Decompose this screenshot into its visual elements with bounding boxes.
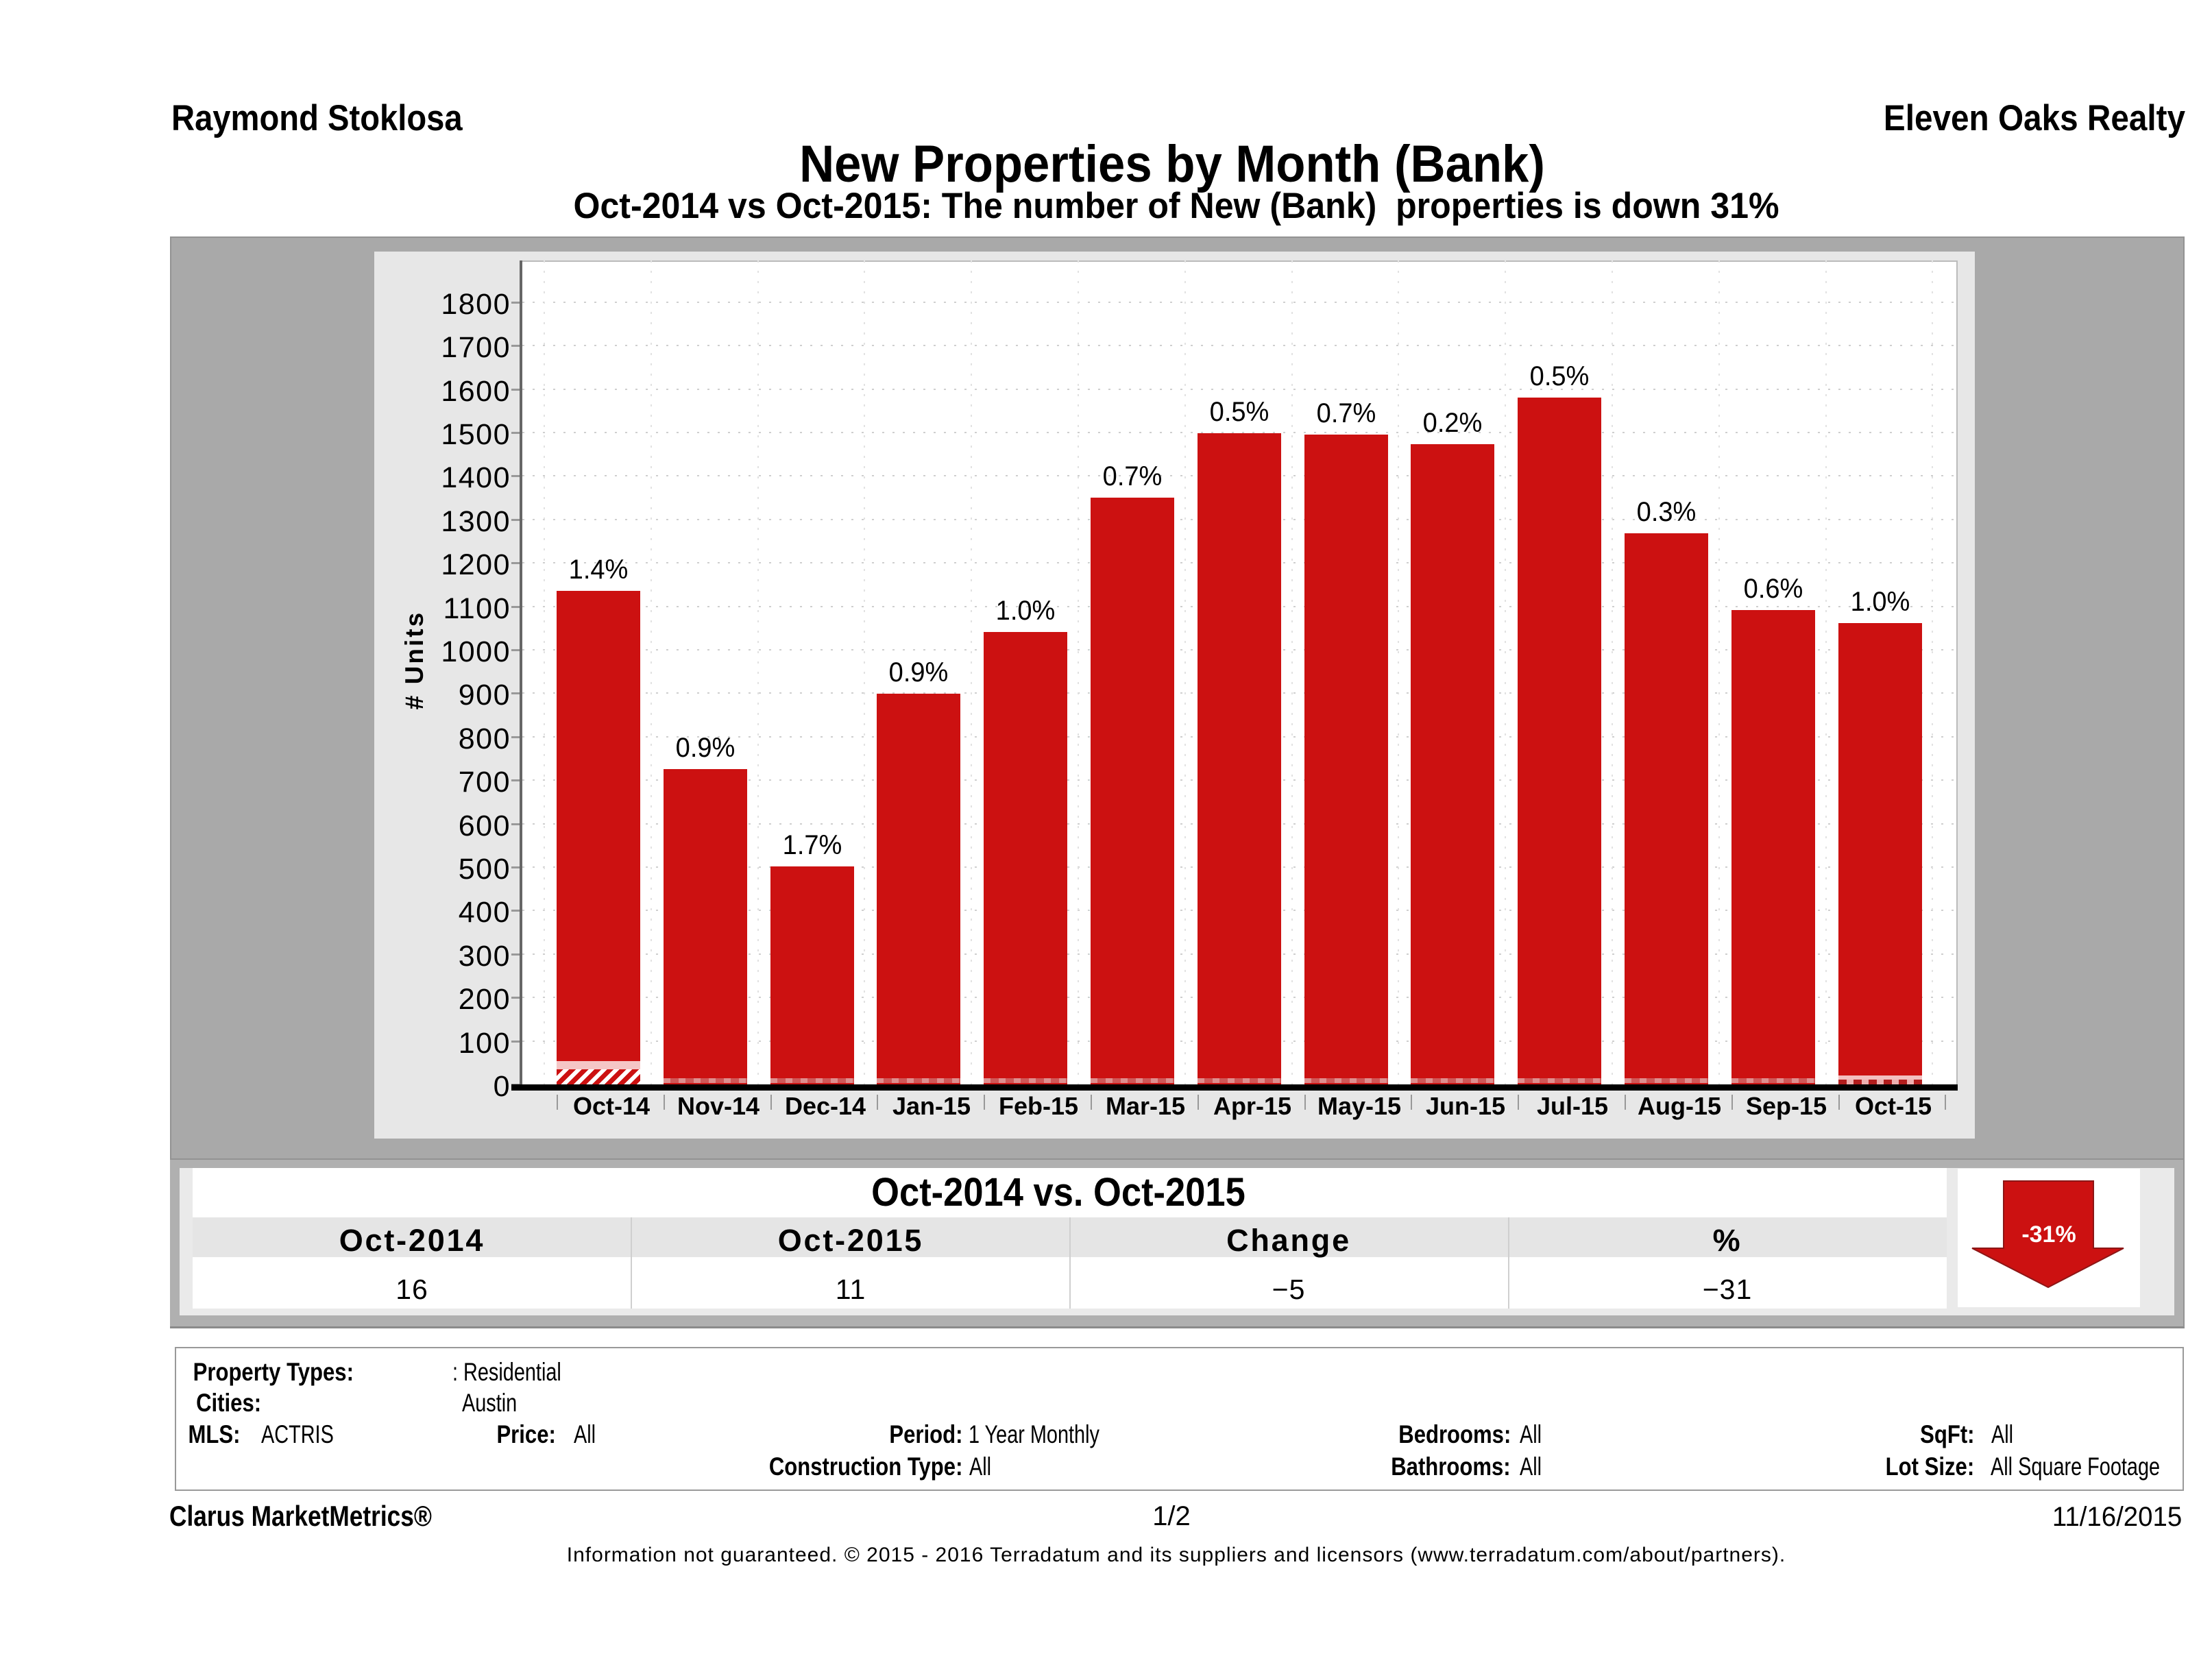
svg-text:-31%: -31% [2021, 1221, 2076, 1248]
